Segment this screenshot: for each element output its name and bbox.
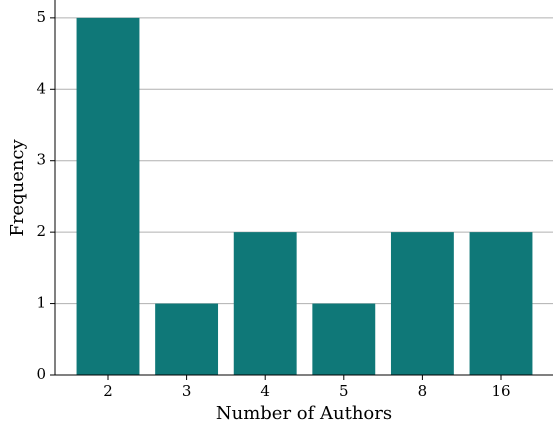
- x-tick-label: 16: [491, 382, 510, 400]
- bar: [233, 232, 297, 375]
- bar: [469, 232, 533, 375]
- y-tick-label: 0: [36, 365, 46, 383]
- y-tick-label: 5: [36, 8, 46, 26]
- x-axis-label: Number of Authors: [216, 403, 392, 424]
- bar: [155, 303, 219, 375]
- x-tick-label: 3: [182, 382, 192, 400]
- y-tick-label: 2: [36, 222, 46, 240]
- bar: [76, 17, 140, 375]
- y-axis-label: Frequency: [7, 138, 28, 236]
- y-tick-label: 1: [36, 294, 46, 312]
- y-tick-label: 3: [36, 151, 46, 169]
- x-tick-label: 4: [260, 382, 270, 400]
- x-tick-label: 2: [103, 382, 113, 400]
- x-tick-label: 5: [339, 382, 349, 400]
- bar: [390, 232, 454, 375]
- x-tick-label: 8: [418, 382, 428, 400]
- bar: [312, 303, 376, 375]
- y-tick-label: 4: [36, 79, 46, 97]
